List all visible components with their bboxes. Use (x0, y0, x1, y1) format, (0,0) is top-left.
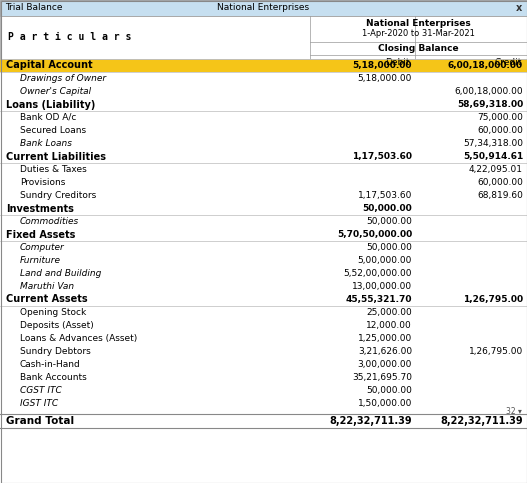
Text: Debit: Debit (385, 58, 410, 67)
Text: x: x (516, 3, 522, 13)
Text: 1,50,000.00: 1,50,000.00 (358, 399, 412, 408)
Text: Secured Loans: Secured Loans (20, 126, 86, 135)
Text: 68,819.60: 68,819.60 (477, 191, 523, 200)
Text: 6,00,18,000.00: 6,00,18,000.00 (448, 61, 523, 70)
Text: 1-Apr-2020 to 31-Mar-2021: 1-Apr-2020 to 31-Mar-2021 (362, 29, 475, 39)
Text: National Enterprises: National Enterprises (218, 3, 309, 13)
Text: Duties & Taxes: Duties & Taxes (20, 165, 87, 174)
Text: 5,50,914.61: 5,50,914.61 (463, 152, 523, 161)
Text: CGST ITC: CGST ITC (20, 386, 62, 395)
Text: 1,25,000.00: 1,25,000.00 (358, 334, 412, 343)
Text: Credit: Credit (495, 58, 522, 67)
Text: 60,000.00: 60,000.00 (477, 178, 523, 187)
Text: Furniture: Furniture (20, 256, 61, 265)
Text: 1,26,795.00: 1,26,795.00 (469, 347, 523, 356)
Text: 50,000.00: 50,000.00 (366, 217, 412, 226)
Text: 6,00,18,000.00: 6,00,18,000.00 (454, 87, 523, 96)
Text: 8,22,32,711.39: 8,22,32,711.39 (329, 416, 412, 426)
Text: Land and Building: Land and Building (20, 269, 101, 278)
Text: Owner's Capital: Owner's Capital (20, 87, 91, 96)
Text: Grand Total: Grand Total (6, 416, 74, 426)
Text: 57,34,318.00: 57,34,318.00 (463, 139, 523, 148)
Text: 3,00,000.00: 3,00,000.00 (358, 360, 412, 369)
Text: 50,000.00: 50,000.00 (362, 204, 412, 213)
Text: 60,000.00: 60,000.00 (477, 126, 523, 135)
Text: Commodities: Commodities (20, 217, 79, 226)
Text: Investments: Investments (6, 203, 74, 213)
Text: Loans (Liability): Loans (Liability) (6, 99, 95, 110)
Text: 50,000.00: 50,000.00 (366, 243, 412, 252)
Text: Current Liabilities: Current Liabilities (6, 152, 106, 161)
Text: 32 ▾: 32 ▾ (506, 408, 522, 416)
Bar (0, 16, 527, 59)
Text: IGST ITC: IGST ITC (20, 399, 58, 408)
Text: Bank Accounts: Bank Accounts (20, 373, 87, 382)
Text: P a r t i c u l a r s: P a r t i c u l a r s (8, 32, 131, 43)
Text: Cash-in-Hand: Cash-in-Hand (20, 360, 81, 369)
Text: Sundry Debtors: Sundry Debtors (20, 347, 91, 356)
Bar (0, 59, 527, 72)
Text: Sundry Creditors: Sundry Creditors (20, 191, 96, 200)
Text: 75,000.00: 75,000.00 (477, 113, 523, 122)
Text: Bank OD A/c: Bank OD A/c (20, 113, 76, 122)
Text: Fixed Assets: Fixed Assets (6, 229, 75, 240)
Text: 45,55,321.70: 45,55,321.70 (346, 295, 412, 304)
Text: 13,00,000.00: 13,00,000.00 (352, 282, 412, 291)
Text: 3,21,626.00: 3,21,626.00 (358, 347, 412, 356)
Text: 25,000.00: 25,000.00 (366, 308, 412, 317)
Text: 8,22,32,711.39: 8,22,32,711.39 (441, 416, 523, 426)
Text: National Enterprises: National Enterprises (366, 18, 471, 28)
Text: Deposits (Asset): Deposits (Asset) (20, 321, 94, 330)
Text: 5,52,00,000.00: 5,52,00,000.00 (344, 269, 412, 278)
Text: 5,00,000.00: 5,00,000.00 (358, 256, 412, 265)
Text: Bank Loans: Bank Loans (20, 139, 72, 148)
Text: 12,000.00: 12,000.00 (366, 321, 412, 330)
Text: Provisions: Provisions (20, 178, 65, 187)
Text: 4,22,095.01: 4,22,095.01 (469, 165, 523, 174)
Text: 5,70,50,000.00: 5,70,50,000.00 (337, 230, 412, 239)
Text: Closing Balance: Closing Balance (378, 44, 459, 53)
Text: Opening Stock: Opening Stock (20, 308, 86, 317)
Text: Current Assets: Current Assets (6, 295, 87, 304)
Text: Loans & Advances (Asset): Loans & Advances (Asset) (20, 334, 137, 343)
Text: 5,18,000.00: 5,18,000.00 (358, 74, 412, 83)
Text: Computer: Computer (20, 243, 65, 252)
Text: Capital Account: Capital Account (6, 60, 93, 71)
Text: 35,21,695.70: 35,21,695.70 (352, 373, 412, 382)
Text: 50,000.00: 50,000.00 (366, 386, 412, 395)
Text: 1,26,795.00: 1,26,795.00 (463, 295, 523, 304)
Text: 1,17,503.60: 1,17,503.60 (358, 191, 412, 200)
Text: 5,18,000.00: 5,18,000.00 (353, 61, 412, 70)
Bar (0, 0, 527, 16)
Text: 58,69,318.00: 58,69,318.00 (457, 100, 523, 109)
Text: Trial Balance: Trial Balance (5, 3, 63, 13)
Text: Maruthi Van: Maruthi Van (20, 282, 74, 291)
Text: Drawings of Owner: Drawings of Owner (20, 74, 106, 83)
Text: 1,17,503.60: 1,17,503.60 (352, 152, 412, 161)
